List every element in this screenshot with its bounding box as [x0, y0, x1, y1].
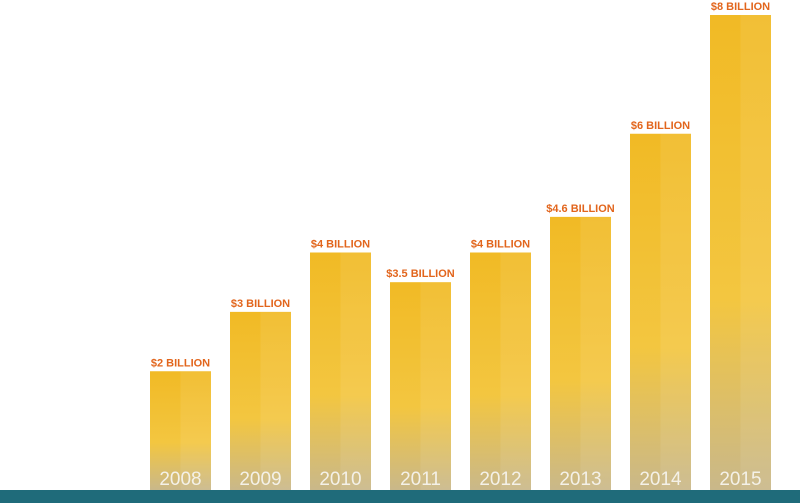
value-label: $4 BILLION	[471, 239, 530, 251]
bar	[310, 252, 371, 490]
bar	[710, 15, 771, 490]
x-tick-label: 2011	[400, 469, 441, 490]
x-tick-label: 2012	[479, 469, 521, 490]
bar-shade	[740, 15, 771, 490]
bar	[470, 252, 531, 490]
value-label: $2 BILLION	[151, 357, 210, 369]
value-label: $6 BILLION	[631, 120, 690, 132]
value-label: $3.5 BILLION	[386, 268, 455, 280]
bar-shade	[260, 311, 291, 490]
bar	[230, 311, 291, 490]
x-tick-label: 2013	[559, 469, 601, 490]
baseline	[0, 490, 800, 503]
bar	[630, 133, 691, 490]
value-label: $8 BILLION	[711, 1, 770, 13]
bar-shade	[500, 252, 531, 490]
bar-shade	[660, 133, 691, 490]
x-tick-label: 2014	[639, 469, 682, 490]
bar	[150, 371, 211, 490]
bar-shade	[420, 282, 451, 490]
bar-shade	[340, 252, 371, 490]
x-tick-label: 2015	[719, 469, 761, 490]
value-label: $4.6 BILLION	[546, 203, 615, 215]
x-tick-label: 2010	[319, 469, 361, 490]
bar	[390, 282, 451, 490]
x-tick-label: 2009	[239, 469, 281, 490]
value-label: $4 BILLION	[311, 239, 370, 251]
value-label: $3 BILLION	[231, 298, 290, 310]
x-tick-label: 2008	[159, 469, 201, 490]
bar	[550, 216, 611, 490]
bar-shade	[580, 216, 611, 490]
bar-shade	[180, 371, 211, 490]
